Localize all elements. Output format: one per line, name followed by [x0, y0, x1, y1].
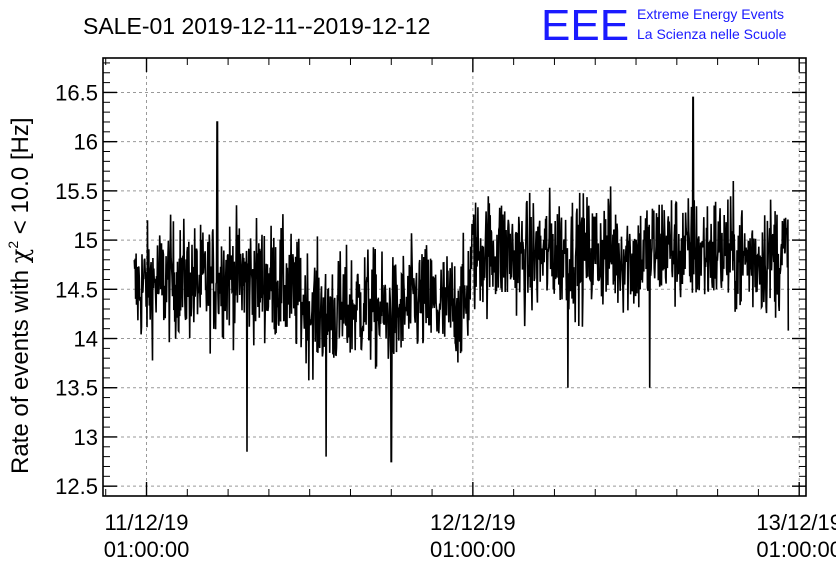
y-tick-label: 15	[74, 228, 98, 253]
x-tick-label-time: 01:00:00	[104, 537, 190, 562]
logo-line2: La Scienza nelle Scuole	[637, 26, 787, 42]
y-tick-label: 13.5	[55, 376, 98, 401]
y-axis-label: Rate of events with χ2 < 10.0 [Hz]	[5, 117, 34, 474]
series-line-rate	[133, 96, 790, 463]
y-tick-label: 12.5	[55, 474, 98, 499]
plot-frame	[102, 57, 807, 497]
y-tick-label: 16.5	[55, 80, 98, 105]
y-tick-label: 14	[74, 327, 98, 352]
logo-line1: Extreme Energy Events	[637, 6, 784, 22]
logo-letters: EEE	[541, 1, 629, 50]
x-tick-label-date: 11/12/19	[105, 510, 189, 535]
axis-layer: 12.51313.51414.51515.51616.511/12/1901:0…	[55, 58, 836, 562]
y-tick-label: 16	[74, 130, 98, 155]
eee-logo: EEE Extreme Energy Events La Scienza nel…	[541, 1, 787, 50]
x-tick-label-time: 01:00:00	[430, 537, 516, 562]
y-tick-label: 13	[74, 425, 98, 450]
y-tick-label: 15.5	[55, 179, 98, 204]
x-tick-label-date: 12/12/19	[430, 510, 516, 535]
x-tick-label-time: 01:00:00	[756, 537, 836, 562]
y-tick-label: 14.5	[55, 277, 98, 302]
x-tick-label-date: 13/12/19	[756, 510, 836, 535]
chart-title: SALE-01 2019-12-11--2019-12-12	[83, 13, 430, 39]
